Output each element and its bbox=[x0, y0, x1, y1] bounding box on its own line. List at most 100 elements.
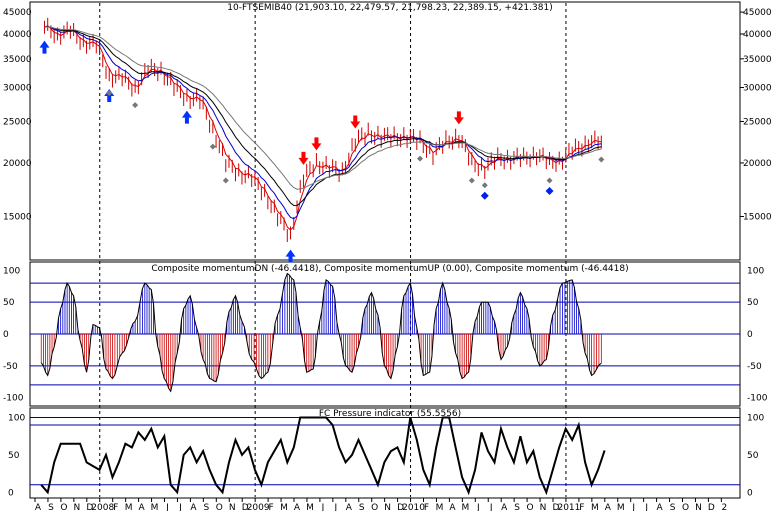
pressure-y-tick-left: 50 bbox=[8, 451, 20, 461]
x-tick-label: O bbox=[60, 503, 67, 511]
x-tick-label: O bbox=[216, 503, 223, 511]
x-tick-label: N bbox=[540, 503, 547, 511]
momentum-y-tick-left: 0 bbox=[3, 330, 9, 340]
pressure-y-tick-left: 0 bbox=[8, 488, 14, 498]
x-tick-label: A bbox=[35, 503, 42, 511]
x-tick-label: D bbox=[397, 503, 404, 511]
momentum-y-tick-right: 50 bbox=[747, 298, 759, 308]
momentum-title: Composite momentumDN (-46.4418), Composi… bbox=[151, 264, 628, 274]
x-tick-label: A bbox=[294, 503, 301, 511]
x-tick-label: J bbox=[178, 503, 182, 511]
grey-diamond-marker bbox=[222, 177, 229, 184]
ma-blue-line bbox=[44, 25, 602, 220]
grey-diamond-marker bbox=[598, 156, 605, 163]
grey-diamond-marker bbox=[468, 177, 475, 184]
price-y-tick-left: 30000 bbox=[3, 84, 32, 94]
pressure-line bbox=[40, 416, 606, 496]
pressure-y-tick-right: 0 bbox=[747, 488, 753, 498]
x-tick-label: A bbox=[501, 503, 508, 511]
grid-layer bbox=[99, 3, 567, 497]
grey-diamond-marker bbox=[481, 182, 488, 189]
grey-diamond-marker bbox=[417, 155, 424, 162]
momentum-y-tick-right: -50 bbox=[747, 362, 762, 372]
grey-diamond-marker bbox=[209, 143, 216, 150]
pressure-y-tick-left: 100 bbox=[8, 413, 25, 423]
x-tick-label: 2008 bbox=[91, 503, 114, 511]
x-tick-label: A bbox=[346, 503, 353, 511]
x-tick-label: A bbox=[139, 503, 146, 511]
x-tick-label: J bbox=[631, 503, 635, 511]
momentum-line bbox=[40, 272, 602, 393]
blue-diamond-marker bbox=[545, 187, 554, 196]
momentum-layer bbox=[30, 272, 740, 393]
momentum-y-tick-left: 50 bbox=[3, 298, 15, 308]
grey-diamond-marker bbox=[106, 90, 113, 97]
price-y-tick-right: 35000 bbox=[743, 55, 772, 65]
x-tick-label: N bbox=[384, 503, 391, 511]
x-tick-label: M bbox=[125, 503, 133, 511]
x-tick-label: J bbox=[489, 503, 493, 511]
x-tick-label: J bbox=[165, 503, 169, 511]
momentum-y-tick-left: 100 bbox=[3, 266, 20, 276]
price-y-tick-right: 25000 bbox=[743, 117, 772, 127]
price-y-tick-left: 25000 bbox=[3, 117, 32, 127]
x-tick-label: D bbox=[242, 503, 249, 511]
x-tick-label: N bbox=[695, 503, 702, 511]
x-tick-label: F bbox=[269, 503, 274, 511]
x-tick-label: A bbox=[605, 503, 612, 511]
x-tick-label: 2 bbox=[721, 503, 727, 511]
x-tick-label: F bbox=[424, 503, 429, 511]
x-tick-label: S bbox=[203, 503, 209, 511]
price-layer bbox=[39, 17, 605, 263]
ma-black-line bbox=[44, 26, 602, 207]
down-arrow-marker bbox=[453, 111, 464, 125]
x-tick-label: S bbox=[359, 503, 365, 511]
x-tick-label: S bbox=[48, 503, 54, 511]
x-tick-label: D bbox=[86, 503, 93, 511]
blue-diamond-marker bbox=[480, 191, 489, 200]
x-tick-label: M bbox=[436, 503, 444, 511]
x-tick-label: F bbox=[579, 503, 584, 511]
up-arrow-marker bbox=[181, 110, 192, 124]
x-tick-label: O bbox=[527, 503, 534, 511]
price-y-tick-left: 40000 bbox=[3, 30, 32, 40]
price-y-tick-right: 20000 bbox=[743, 159, 772, 169]
x-tick-label: J bbox=[334, 503, 338, 511]
x-tick-label: D bbox=[708, 503, 715, 511]
grey-diamond-marker bbox=[132, 102, 139, 109]
price-y-tick-right: 15000 bbox=[743, 212, 772, 222]
x-tick-label: N bbox=[73, 503, 80, 511]
price-y-tick-right: 45000 bbox=[743, 8, 772, 18]
x-tick-label: N bbox=[229, 503, 236, 511]
x-tick-label: 2011 bbox=[557, 503, 580, 511]
x-tick-label: S bbox=[670, 503, 676, 511]
x-tick-label: A bbox=[657, 503, 664, 511]
x-tick-label: F bbox=[113, 503, 118, 511]
x-tick-label: D bbox=[553, 503, 560, 511]
momentum-y-tick-right: 0 bbox=[747, 330, 753, 340]
momentum-y-tick-left: -100 bbox=[3, 394, 24, 404]
x-tick-label: O bbox=[371, 503, 378, 511]
price-y-tick-left: 15000 bbox=[3, 212, 32, 222]
x-tick-label: 2010 bbox=[402, 503, 425, 511]
x-tick-label: M bbox=[151, 503, 159, 511]
price-panel bbox=[29, 1, 741, 261]
down-arrow-marker bbox=[311, 137, 322, 151]
up-arrow-marker bbox=[39, 40, 50, 54]
price-title: 10-FTSEMIB40 (21,903.10, 22,479.57, 21,7… bbox=[227, 3, 552, 13]
pressure-y-tick-right: 50 bbox=[747, 451, 759, 461]
price-y-tick-right: 40000 bbox=[743, 30, 772, 40]
momentum-y-tick-right: 100 bbox=[747, 266, 764, 276]
down-arrow-marker bbox=[350, 115, 361, 129]
grey-diamond-marker bbox=[546, 177, 553, 184]
x-tick-label: S bbox=[514, 503, 520, 511]
ma-red-line bbox=[44, 25, 602, 231]
x-tick-label: J bbox=[321, 503, 325, 511]
price-y-tick-left: 20000 bbox=[3, 159, 32, 169]
price-y-tick-left: 35000 bbox=[3, 55, 32, 65]
x-tick-label: M bbox=[461, 503, 469, 511]
x-tick-label: M bbox=[591, 503, 599, 511]
x-tick-label: 2009 bbox=[247, 503, 270, 511]
